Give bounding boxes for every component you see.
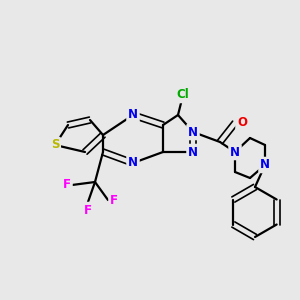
Text: F: F — [63, 178, 71, 191]
Text: N: N — [188, 146, 198, 158]
Text: F: F — [84, 203, 92, 217]
Text: N: N — [128, 157, 138, 169]
Text: N: N — [230, 146, 240, 158]
Text: S: S — [51, 139, 59, 152]
Text: N: N — [128, 109, 138, 122]
Text: N: N — [188, 125, 198, 139]
Text: O: O — [237, 116, 247, 130]
Text: Cl: Cl — [177, 88, 189, 101]
Text: N: N — [260, 158, 270, 172]
Text: F: F — [110, 194, 118, 206]
